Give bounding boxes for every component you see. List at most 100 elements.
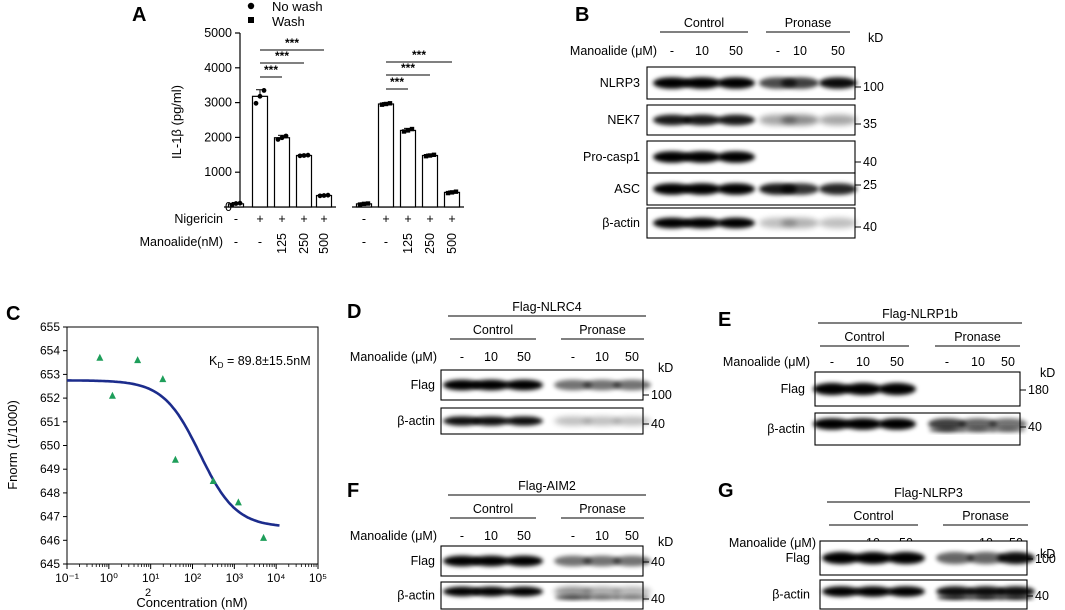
blot-band xyxy=(819,114,857,126)
kd-value-label: 180 xyxy=(1028,383,1049,397)
kd-value-label: 40 xyxy=(1028,420,1042,434)
data-point xyxy=(253,100,259,106)
blot-row: Pro-casp1 40 xyxy=(583,140,877,174)
data-point xyxy=(427,153,433,158)
y-tick-label-c: 652 xyxy=(40,391,60,405)
blot-band xyxy=(781,217,819,229)
blot-band xyxy=(854,551,892,565)
blot-band xyxy=(878,382,916,396)
nigericin-label: + xyxy=(320,212,327,226)
y-tick-label-a: 1000 xyxy=(204,165,232,179)
lane-label: - xyxy=(460,350,464,364)
y-tick-label-c: 649 xyxy=(40,462,60,476)
kd-value-label: 40 xyxy=(863,220,877,234)
bar xyxy=(295,154,313,208)
data-point-c xyxy=(234,498,242,506)
kd-annotation-c: KD = 89.8±15.5nM xyxy=(209,354,311,370)
kd-subscript: D xyxy=(217,360,223,370)
significance-label: *** xyxy=(390,75,404,89)
significance-label: *** xyxy=(401,61,415,75)
treatment-label: Manoalide (μM) xyxy=(570,44,657,58)
data-point-c xyxy=(108,391,116,399)
blot-band xyxy=(583,586,621,597)
blot-band xyxy=(717,183,755,195)
condition-label-control: Control xyxy=(473,323,513,337)
x-tick-label-c: 10¹ xyxy=(142,571,159,585)
blot-band xyxy=(822,586,860,597)
x-axis-label-c: Concentration (nM) xyxy=(136,595,247,610)
fit-curve-c xyxy=(67,379,280,527)
x-axis-extra-label-c: 2 xyxy=(145,587,151,599)
blot-band xyxy=(554,379,592,391)
blot-band xyxy=(683,217,721,229)
blot-band xyxy=(472,555,510,567)
data-point xyxy=(275,137,281,142)
blot-row: Flag 180 xyxy=(781,371,1049,407)
blot-band xyxy=(443,586,481,597)
blot-row-label: Pro-casp1 xyxy=(583,150,640,164)
blot-row: NLRP3 100 xyxy=(600,66,884,100)
blot-row-label: ASC xyxy=(614,182,640,196)
lane-label: 10 xyxy=(695,44,709,58)
kd-value-label: 100 xyxy=(1035,552,1056,566)
treatment-label: Manoalide (μM) xyxy=(350,350,437,364)
lane-label: - xyxy=(460,529,464,543)
blot-band xyxy=(583,555,621,567)
construct-label: Flag-NLRP1b xyxy=(882,307,958,321)
blot-band xyxy=(717,151,755,163)
data-point xyxy=(357,202,363,207)
kd-value-label: 35 xyxy=(863,117,877,131)
data-point-c xyxy=(171,455,179,463)
blot-band xyxy=(472,586,510,597)
nigericin-label: + xyxy=(278,212,285,226)
blot-band xyxy=(583,379,621,391)
lane-label: 50 xyxy=(517,350,531,364)
condition-label-control: Control xyxy=(684,16,724,30)
kd-value-label: 40 xyxy=(651,417,665,431)
kd-unit-label: kD xyxy=(658,361,673,375)
blot-row: NEK7 35 xyxy=(607,104,877,136)
blot-band-lower xyxy=(990,427,1026,433)
bars-a xyxy=(224,88,464,208)
data-point xyxy=(279,135,285,141)
row-label-nigericin: Nigericin xyxy=(174,212,223,226)
blot-band xyxy=(554,555,592,567)
significance-label: *** xyxy=(412,48,426,62)
blot-band xyxy=(505,555,543,567)
blot-row: Flag 100 xyxy=(786,540,1056,576)
data-point xyxy=(431,152,437,157)
kd-value-label: 40 xyxy=(651,592,665,606)
condition-label-pronase: Pronase xyxy=(785,16,832,30)
data-point xyxy=(317,193,323,199)
lane-label: - xyxy=(670,44,674,58)
data-point xyxy=(387,101,393,106)
blot-band xyxy=(822,551,860,565)
lane-label: - xyxy=(830,355,834,369)
lane-label: 50 xyxy=(1001,355,1015,369)
lane-label: 10 xyxy=(484,529,498,543)
kd-value-label: 25 xyxy=(863,178,877,192)
x-tick-label-c: 10⁵ xyxy=(309,571,327,585)
treatment-label: Manoalide (μM) xyxy=(729,536,816,550)
lane-label: 10 xyxy=(856,355,870,369)
manoalide-label: 250 xyxy=(423,233,437,254)
kd-value-label: 40 xyxy=(863,155,877,169)
blot-row: β-actin 40 xyxy=(767,412,1042,446)
blot-band xyxy=(989,418,1027,430)
blot-band xyxy=(997,551,1035,565)
treatment-label: Manoalide (μM) xyxy=(723,355,810,369)
x-tick-label-c: 10⁻¹ xyxy=(55,571,79,585)
nigericin-label: + xyxy=(448,212,455,226)
x-tick-label-c: 10⁰ xyxy=(100,571,118,585)
western-blot-d: Flag-NLRC4 Control Pronase Manoalide (μM) - 1… xyxy=(350,300,673,435)
blot-row-label: β-actin xyxy=(397,589,435,603)
bar xyxy=(421,154,439,208)
blot-band xyxy=(443,379,481,391)
blot-row: Flag 100 xyxy=(411,369,672,402)
panel-letter-b: B xyxy=(575,4,589,26)
blot-band xyxy=(505,379,543,391)
blot-band xyxy=(505,586,543,597)
kd-k: K xyxy=(209,354,218,368)
data-point xyxy=(361,201,367,207)
manoalide-label: 500 xyxy=(445,233,459,254)
